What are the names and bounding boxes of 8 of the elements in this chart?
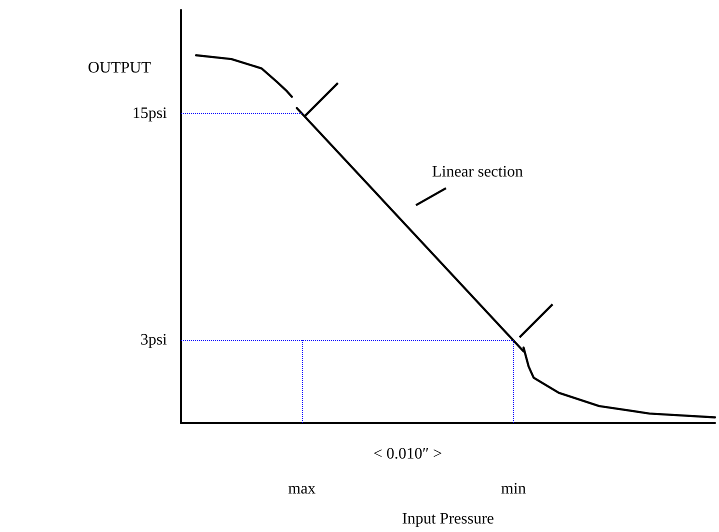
x-tick-label: max (288, 480, 316, 498)
annotation: Linear section (432, 164, 524, 181)
text: < 0.010″ > (373, 446, 442, 462)
y-tick-label: 3psi (140, 332, 168, 349)
y-axis-title: OUTPUT (88, 60, 152, 76)
x-tick-label: min (501, 480, 526, 498)
x-axis-title: Input Pressure (402, 510, 494, 528)
y-tick-label: 15psi (132, 105, 168, 122)
